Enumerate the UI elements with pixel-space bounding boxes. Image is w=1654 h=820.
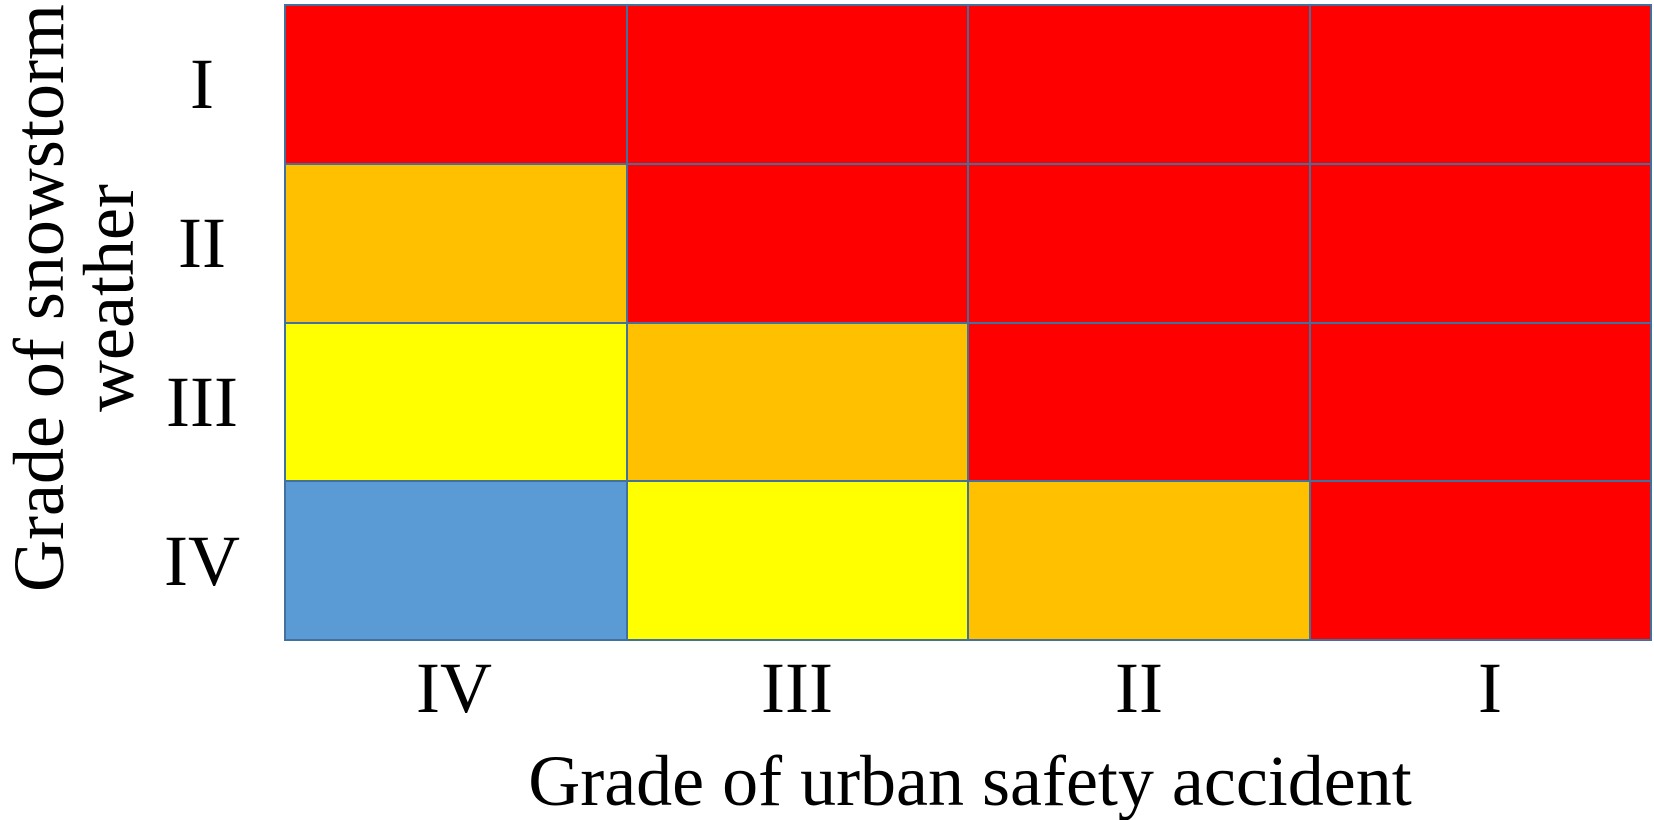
x-tick-col-4: I [1478, 648, 1502, 728]
y-tick-row-1: I [190, 44, 214, 124]
matrix-cell-r4-c1 [286, 482, 626, 639]
matrix-cell-r4-c2 [627, 482, 967, 639]
matrix-cell-r2-c1 [286, 164, 626, 322]
x-axis-title: Grade of urban safety accident [528, 741, 1412, 820]
matrix-cell-r4-c4 [1310, 482, 1650, 639]
matrix-cell-r3-c4 [1310, 323, 1650, 481]
matrix-cell-r2-c2 [627, 164, 967, 322]
matrix-cell-r4-c3 [969, 482, 1309, 639]
matrix-cell-r2-c3 [969, 164, 1309, 322]
matrix-cell-r1-c4 [1310, 6, 1650, 163]
matrix-cell-r3-c1 [286, 323, 626, 481]
heatmap-grid [284, 4, 1652, 641]
y-tick-row-2: II [178, 203, 226, 283]
matrix-cell-r3-c2 [627, 323, 967, 481]
x-tick-col-2: III [761, 648, 833, 728]
y-axis-title-line1: Grade of snowstorm [0, 4, 79, 592]
matrix-cell-r1-c3 [969, 6, 1309, 163]
y-axis-title: Grade of snowstorm weather [0, 0, 149, 608]
matrix-cell-r3-c3 [969, 323, 1309, 481]
y-tick-row-4: IV [164, 521, 240, 601]
x-tick-col-3: II [1115, 648, 1163, 728]
matrix-cell-r1-c1 [286, 6, 626, 163]
x-tick-col-1: IV [416, 648, 492, 728]
matrix-cell-r2-c4 [1310, 164, 1650, 322]
matrix-cell-r1-c2 [627, 6, 967, 163]
y-tick-row-3: III [166, 362, 238, 442]
